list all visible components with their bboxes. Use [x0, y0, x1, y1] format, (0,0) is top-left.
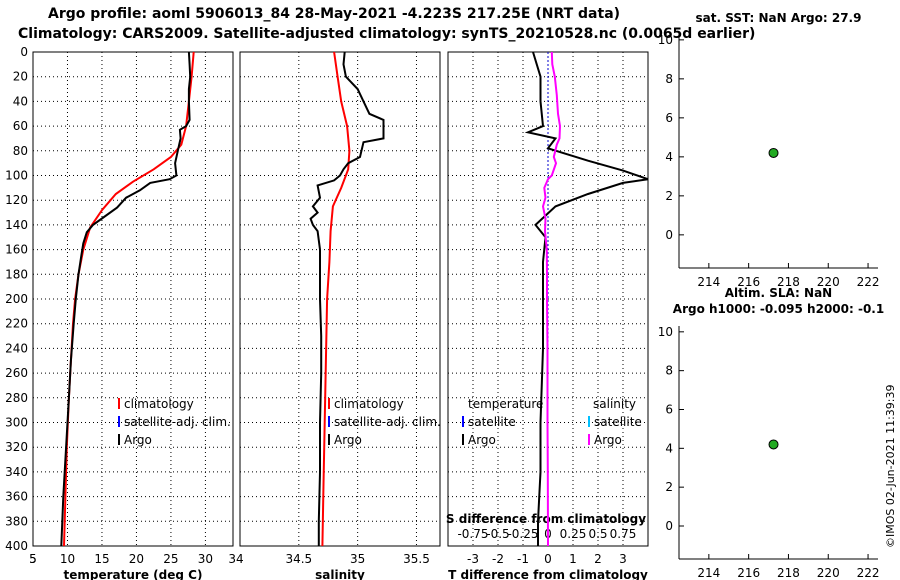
salinity-xtick-label: 35.5: [403, 552, 430, 566]
depth-tick-label: 400: [5, 539, 28, 553]
sst-ytick-label: 0: [665, 228, 673, 242]
depth-tick-label: 0: [20, 45, 28, 59]
salinity-xlabel: salinity: [315, 568, 365, 580]
depth-tick-label: 60: [13, 119, 28, 133]
depth-tick-label: 320: [5, 440, 28, 454]
temperature-legend-label: climatology: [124, 397, 194, 411]
temperature-xtick-label: 25: [163, 552, 178, 566]
depth-tick-label: 20: [13, 70, 28, 84]
sla-ytick-label: 4: [665, 441, 673, 455]
sla-subtitle: Argo h1000: -0.095 h2000: -0.1: [673, 302, 884, 316]
differences-legend-label: Argo: [468, 433, 496, 447]
temperature-xtick-label: 30: [198, 552, 213, 566]
differences-xtick-label: 2: [594, 552, 602, 566]
differences-stick-label: -0.25: [507, 527, 538, 541]
salinity-series-climatology: [321, 51, 351, 547]
sla-ytick-label: 6: [665, 402, 673, 416]
temperature-legend-label: satellite-adj. clim.: [124, 415, 231, 429]
differences-series-s-diff-argo: [541, 51, 562, 547]
differences-xtick-label: -3: [467, 552, 479, 566]
sst-ytick-label: 4: [665, 150, 673, 164]
depth-tick-label: 160: [5, 243, 28, 257]
sst-xtick-label: 218: [777, 275, 800, 289]
depth-tick-label: 240: [5, 341, 28, 355]
sla-xtick-label: 222: [857, 566, 880, 580]
sst-ytick-label: 8: [665, 72, 673, 86]
depth-tick-label: 100: [5, 169, 28, 183]
depth-tick-label: 40: [13, 94, 28, 108]
differences-xlabel: T difference from climatology: [448, 568, 648, 580]
salinity-xtick-label: 35: [350, 552, 365, 566]
salinity-legend-label: satellite-adj. clim.: [334, 415, 441, 429]
depth-tick-label: 200: [5, 292, 28, 306]
temperature-xtick-label: 5: [29, 552, 37, 566]
salinity-legend-label: Argo: [334, 433, 362, 447]
differences-legend-label: satellite: [594, 415, 642, 429]
sst-title: sat. SST: NaN Argo: 27.9: [696, 11, 862, 25]
salinity-series-argo: [309, 51, 385, 546]
sst-xtick-label: 214: [697, 275, 720, 289]
depth-tick-label: 220: [5, 317, 28, 331]
differences-stick-label: 0.75: [610, 527, 637, 541]
depth-tick-label: 340: [5, 465, 28, 479]
sst-xtick-label: 216: [737, 275, 760, 289]
temperature-xtick-label: 5: [29, 552, 37, 566]
differences-legend-label: Argo: [594, 433, 622, 447]
temperature-series-argo: [60, 51, 192, 547]
differences-xtick-label: 0: [544, 552, 552, 566]
sst-xtick-label: 222: [857, 275, 880, 289]
temperature-xtick-label: 20: [129, 552, 144, 566]
temperature-xtick-label: 15: [94, 552, 109, 566]
temperature-xtick-label: 34: [228, 552, 243, 566]
temperature-xtick-label: 10: [60, 552, 75, 566]
differences-legend-label: satellite: [468, 415, 516, 429]
differences-series-t-diff-argo: [524, 51, 649, 546]
title-line-2: Climatology: CARS2009. Satellite-adjuste…: [18, 26, 756, 42]
differences-xtick-label: -1: [517, 552, 529, 566]
sla-title: Altim. SLA: NaN: [725, 286, 832, 300]
depth-tick-label: 260: [5, 366, 28, 380]
sla-xtick-label: 220: [817, 566, 840, 580]
depth-tick-label: 360: [5, 490, 28, 504]
sst-ytick-label: 10: [658, 33, 673, 47]
sst-data-point: [768, 147, 779, 158]
depth-tick-label: 80: [13, 144, 28, 158]
depth-tick-label: 180: [5, 267, 28, 281]
differences-xtick-label: -2: [492, 552, 504, 566]
differences-stick-label: -0.75: [457, 527, 488, 541]
sst-ytick-label: 6: [665, 111, 673, 125]
depth-tick-label: 280: [5, 391, 28, 405]
sla-xtick-label: 218: [777, 566, 800, 580]
sst-xtick-label: 220: [817, 275, 840, 289]
differences-legend-title: temperature: [468, 397, 543, 411]
salinity-xtick-label: 34.5: [285, 552, 312, 566]
differences-stick-label: 0.5: [588, 527, 607, 541]
sla-ytick-label: 8: [665, 364, 673, 378]
depth-tick-label: 380: [5, 514, 28, 528]
sla-ytick-label: 2: [665, 480, 673, 494]
sla-ytick-label: 0: [665, 519, 673, 533]
depth-tick-label: 120: [5, 193, 28, 207]
temperature-xlabel: temperature (deg C): [64, 568, 203, 580]
differences-top-label: S difference from climatology: [446, 512, 646, 526]
sla-ytick-label: 10: [658, 325, 673, 339]
differences-xtick-label: 3: [619, 552, 627, 566]
differences-stick-label: 0.25: [560, 527, 587, 541]
sla-data-point: [768, 439, 779, 450]
sst-ytick-label: 2: [665, 189, 673, 203]
temperature-series-climatology: [63, 51, 195, 547]
salinity-legend-label: climatology: [334, 397, 404, 411]
sla-xtick-label: 214: [697, 566, 720, 580]
depth-tick-label: 300: [5, 416, 28, 430]
differences-stick-label: -0.5: [486, 527, 509, 541]
sla-xtick-label: 216: [737, 566, 760, 580]
temperature-legend-label: Argo: [124, 433, 152, 447]
differences-legend-title: salinity: [593, 397, 636, 411]
differences-xtick-label: 1: [569, 552, 577, 566]
depth-tick-label: 140: [5, 218, 28, 232]
title-line-1: Argo profile: aoml 5906013_84 28-May-202…: [48, 6, 621, 22]
